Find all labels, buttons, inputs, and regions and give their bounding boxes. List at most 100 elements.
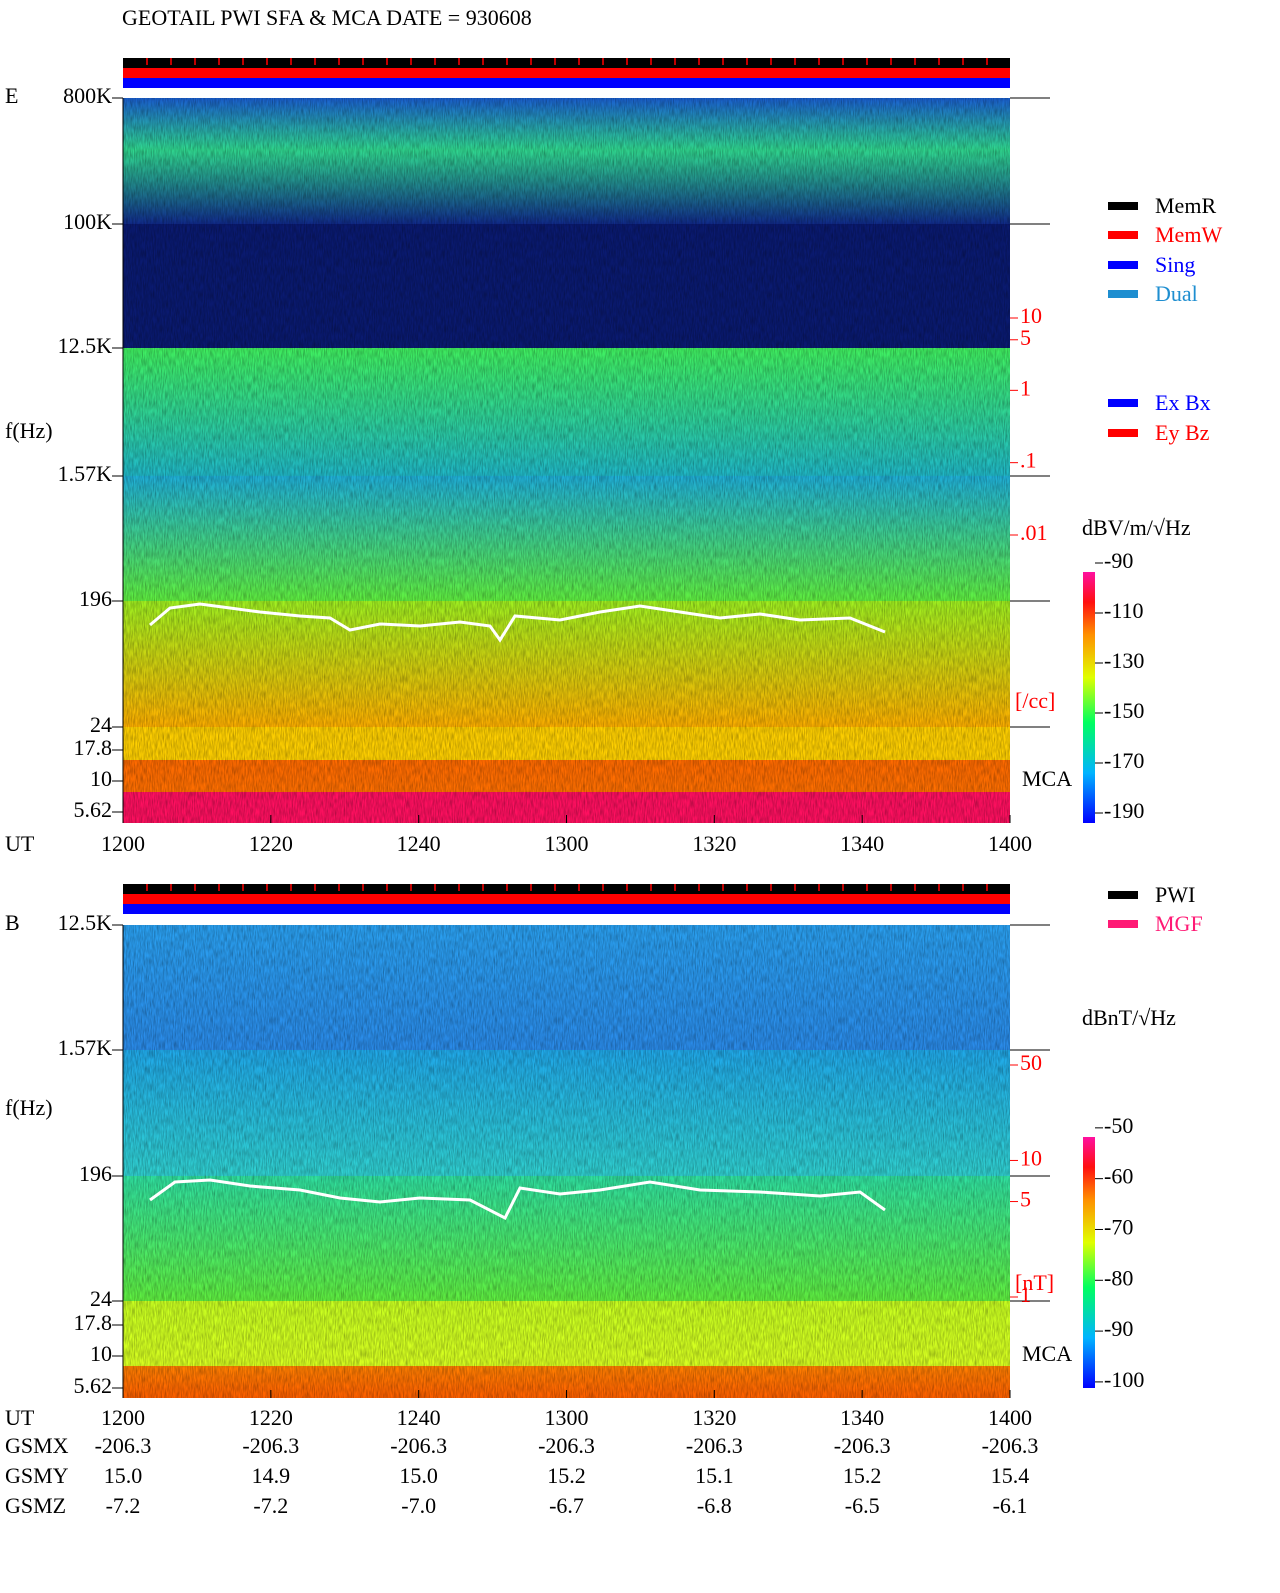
orbit-value: -7.2 (253, 1493, 288, 1518)
colorbar-unit: dBnT/√Hz (1082, 1005, 1176, 1030)
density-tick-label: 5 (1020, 325, 1031, 350)
plasma-trace (149, 1178, 886, 1221)
colorbar-tick-label: -50 (1104, 1113, 1133, 1138)
freq-tick-label: 1.57K (58, 1035, 113, 1060)
orbit-value: -206.3 (982, 1433, 1039, 1458)
orbit-value: -206.3 (538, 1433, 595, 1458)
density-unit: [/cc] (1015, 688, 1055, 713)
colorbar-unit: dBV/m/√Hz (1082, 515, 1191, 540)
time-tick-label: 1220 (249, 831, 293, 856)
y-axis-label: f(Hz) (5, 1095, 53, 1120)
freq-tick-label: 196 (79, 586, 112, 611)
colorbar-tick-label: -150 (1104, 698, 1144, 723)
orbit-row-label: GSMY (5, 1463, 69, 1488)
freq-tick-label: 10 (90, 1341, 112, 1366)
orbit-value: -206.3 (834, 1433, 891, 1458)
status-bar (123, 904, 1010, 914)
colorbar-tick-label: -130 (1104, 648, 1144, 673)
spectrogram-noise (123, 150, 1010, 224)
orbit-value: -206.3 (95, 1433, 152, 1458)
spectrogram-noise (123, 476, 1010, 601)
time-tick-label: 1400 (988, 831, 1032, 856)
freq-tick-label: 12.5K (58, 333, 113, 358)
density-tick-label: 10 (1020, 1145, 1042, 1170)
time-tick-label: 1400 (988, 1405, 1032, 1430)
colorbar-tick-label: -170 (1104, 748, 1144, 773)
time-tick-label: 1240 (397, 1405, 441, 1430)
status-bar (123, 884, 1010, 894)
orbit-value: 15.0 (104, 1463, 143, 1488)
orbit-value: -6.7 (549, 1493, 584, 1518)
density-unit: [nT] (1015, 1270, 1054, 1295)
time-tick-label: 1320 (692, 831, 736, 856)
orbit-row-label: GSMX (5, 1433, 69, 1458)
status-bar (123, 68, 1010, 78)
time-tick-label: 1240 (397, 831, 441, 856)
orbit-value: 14.9 (252, 1463, 291, 1488)
orbit-value: -6.1 (993, 1493, 1028, 1518)
time-axis-label: UT (5, 831, 35, 856)
orbit-value: 15.0 (399, 1463, 438, 1488)
legend-label: PWI (1155, 882, 1195, 907)
legend-swatch (1108, 891, 1138, 899)
freq-tick-label: 12.5K (58, 910, 113, 935)
legend-swatch (1108, 202, 1138, 210)
y-axis-label: f(Hz) (5, 418, 53, 443)
orbit-value: -6.5 (845, 1493, 880, 1518)
orbit-value: 15.1 (695, 1463, 734, 1488)
spectrogram-noise (123, 1050, 1010, 1176)
colorbar-tick-label: -90 (1104, 548, 1133, 573)
spectrogram-noise (123, 760, 1010, 792)
legend-label: MemR (1155, 193, 1216, 218)
freq-tick-label: 24 (90, 1286, 112, 1311)
mca-label: MCA (1022, 1341, 1072, 1366)
time-tick-label: 1300 (545, 831, 589, 856)
legend-swatch (1108, 399, 1138, 407)
colorbar-tick-label: -110 (1104, 598, 1144, 623)
density-tick-label: 1 (1020, 1282, 1031, 1307)
colorbar (1083, 572, 1095, 823)
time-tick-label: 1200 (101, 831, 145, 856)
orbit-row-label: GSMZ (5, 1493, 66, 1518)
colorbar-tick-label: -100 (1104, 1367, 1144, 1392)
freq-tick-label: 24 (90, 712, 112, 737)
colorbar (1083, 1137, 1095, 1388)
title: GEOTAIL PWI SFA & MCA DATE = 930608 (122, 5, 532, 30)
legend-swatch (1108, 920, 1138, 928)
colorbar-tick-label: -60 (1104, 1164, 1133, 1189)
colorbar-tick-label: -70 (1104, 1215, 1133, 1240)
colorbar-tick-label: -90 (1104, 1316, 1133, 1341)
freq-tick-label: 17.8 (74, 735, 113, 760)
legend-swatch (1108, 290, 1138, 298)
orbit-value: -6.8 (697, 1493, 732, 1518)
orbit-value: 15.2 (843, 1463, 882, 1488)
spectrogram-noise (123, 224, 1010, 348)
time-tick-label: 1220 (249, 1405, 293, 1430)
spectrogram-noise (123, 925, 1010, 1050)
orbit-value: 15.4 (991, 1463, 1030, 1488)
freq-tick-label: 10 (90, 766, 112, 791)
spectrogram-noise (123, 98, 1010, 150)
density-tick-label: 50 (1020, 1050, 1042, 1075)
legend-label: Dual (1155, 281, 1198, 306)
mca-label: MCA (1022, 766, 1072, 791)
spectrogram-noise (123, 1301, 1010, 1366)
orbit-value: -206.3 (686, 1433, 743, 1458)
legend-label: Ey Bz (1155, 420, 1210, 445)
legend-label: Ex Bx (1155, 390, 1211, 415)
colorbar-tick-label: -80 (1104, 1265, 1133, 1290)
component-label: E (5, 83, 18, 108)
freq-tick-label: 17.8 (74, 1310, 113, 1335)
density-tick-label: 5 (1020, 1187, 1031, 1212)
freq-tick-label: 800K (63, 83, 112, 108)
time-tick-label: 1340 (840, 831, 884, 856)
orbit-value: -206.3 (390, 1433, 447, 1458)
time-tick-label: 1200 (101, 1405, 145, 1430)
status-bar (123, 58, 1010, 68)
orbit-value: 15.2 (547, 1463, 586, 1488)
freq-tick-label: 196 (79, 1161, 112, 1186)
density-tick-label: .1 (1020, 448, 1037, 473)
time-axis-label: UT (5, 1405, 35, 1430)
freq-tick-label: 5.62 (74, 1373, 113, 1398)
